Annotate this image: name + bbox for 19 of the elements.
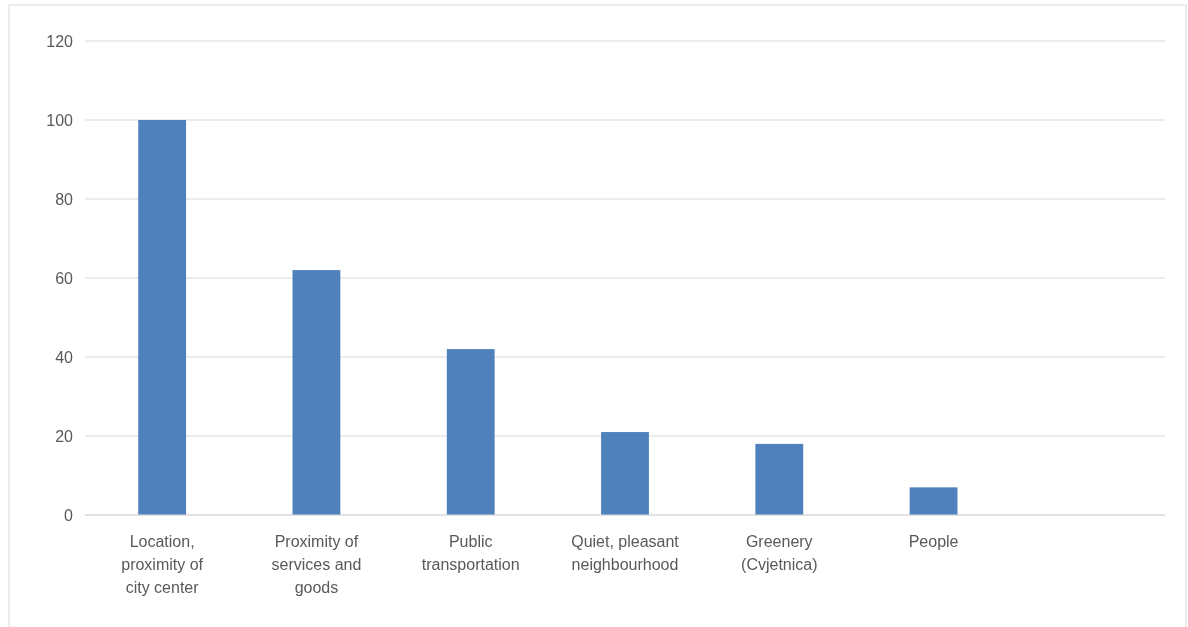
x-tick-label: Greenery (Cvjetnica) xyxy=(741,533,818,573)
bar xyxy=(909,487,958,515)
y-tick-label: 120 xyxy=(46,32,74,50)
bar xyxy=(755,443,804,515)
x-tick-label: Public transportation xyxy=(421,533,520,573)
y-tick-label: 20 xyxy=(55,427,74,445)
y-tick-label: 40 xyxy=(55,348,74,366)
x-tick-label: Location, proximity of city center xyxy=(121,533,204,596)
y-tick-label: 0 xyxy=(64,506,74,524)
y-tick-label: 100 xyxy=(46,111,74,129)
bar xyxy=(446,349,495,515)
x-tick-label: Proximity of services and goods xyxy=(271,533,362,596)
x-tick-label: People xyxy=(908,533,959,550)
bar xyxy=(138,120,187,515)
x-tick-label: Quiet, pleasant neighbourhood xyxy=(571,533,680,573)
y-tick-label: 80 xyxy=(55,190,74,208)
bar xyxy=(601,432,649,515)
y-tick-label: 60 xyxy=(55,269,74,287)
bar xyxy=(292,270,341,515)
